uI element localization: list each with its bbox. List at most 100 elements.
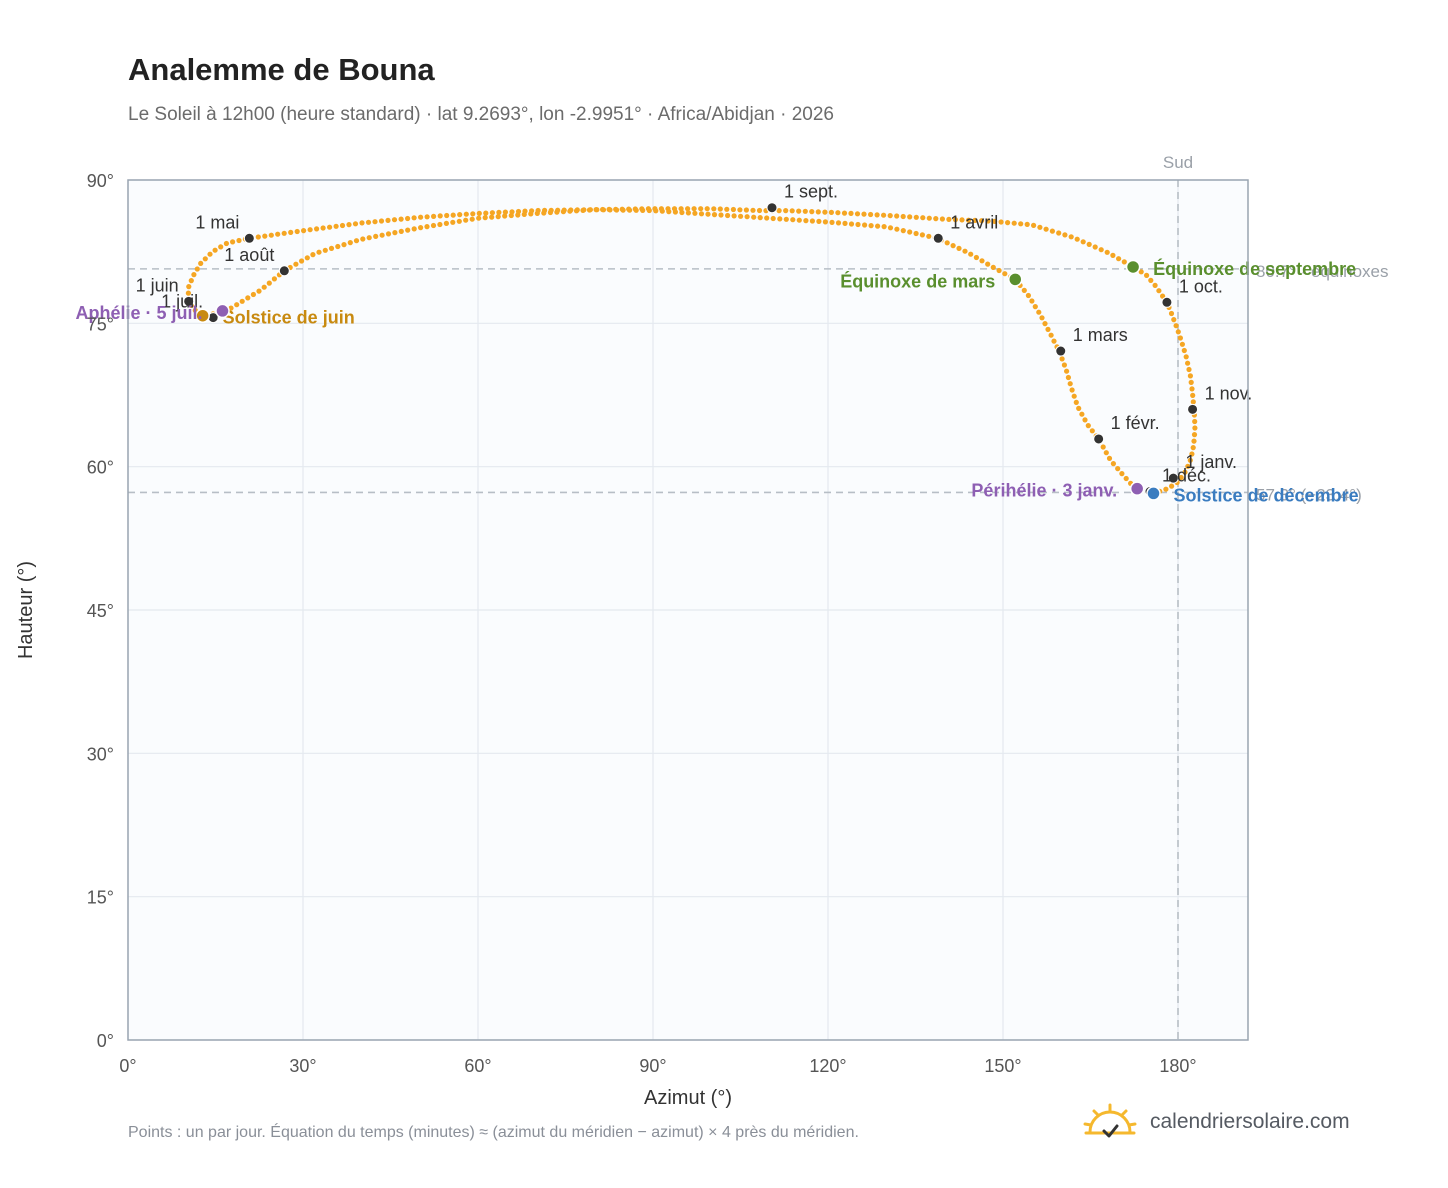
day-point: [228, 305, 234, 311]
month-marker: [1167, 472, 1179, 484]
day-point: [1138, 269, 1144, 275]
day-point: [946, 216, 952, 222]
day-point: [900, 213, 906, 220]
day-point: [1190, 392, 1196, 398]
day-point: [659, 208, 665, 214]
month-label: 1 avril: [950, 212, 998, 232]
event-label: Périhélie · 3 janv.: [971, 481, 1117, 501]
day-point: [1056, 230, 1062, 236]
day-point: [887, 213, 893, 219]
x-tick-label: 60°: [464, 1056, 491, 1076]
day-point: [555, 207, 561, 213]
day-point: [1059, 356, 1065, 362]
month-marker: [1187, 403, 1199, 415]
day-point: [443, 220, 449, 226]
day-point: [391, 217, 398, 223]
day-point: [1190, 445, 1196, 451]
day-point: [1005, 220, 1011, 226]
day-point: [1183, 354, 1189, 360]
month-label: 1 mars: [1073, 325, 1128, 345]
day-point: [239, 298, 245, 304]
day-point: [848, 210, 854, 216]
reference-line-label: 80.7° · équinoxes: [1256, 262, 1389, 281]
sun-check-icon: [1083, 1103, 1137, 1138]
day-point: [1187, 457, 1193, 463]
day-point: [968, 251, 974, 257]
day-point: [346, 222, 352, 228]
day-point: [607, 207, 613, 213]
day-point: [1189, 451, 1195, 457]
month-marker: [1055, 345, 1067, 357]
day-point: [299, 258, 305, 264]
day-point: [495, 214, 501, 220]
x-tick-label: 30°: [289, 1056, 316, 1076]
day-point: [737, 207, 743, 213]
day-point: [328, 245, 335, 251]
month-label: 1 mai: [195, 212, 239, 232]
day-point: [698, 211, 705, 217]
day-point: [223, 240, 229, 247]
y-tick-label: 0°: [97, 1031, 114, 1051]
day-point: [236, 237, 242, 244]
day-point: [783, 208, 789, 214]
day-point: [705, 211, 711, 217]
y-tick-label: 30°: [87, 744, 114, 764]
day-point: [398, 216, 404, 222]
day-point: [614, 207, 620, 213]
day-point: [894, 213, 900, 219]
day-point: [711, 206, 717, 212]
day-point: [398, 228, 404, 234]
day-point: [1048, 332, 1054, 338]
day-point: [881, 212, 887, 218]
day-point: [1189, 386, 1195, 392]
day-point: [1092, 244, 1098, 250]
day-point: [944, 240, 950, 246]
brand-name: calendriersolaire.com: [1150, 1110, 1350, 1133]
day-point: [476, 210, 482, 216]
day-point: [411, 226, 417, 232]
day-point: [1031, 222, 1037, 228]
day-point: [379, 232, 385, 238]
day-point: [1069, 387, 1075, 393]
day-point: [294, 228, 300, 235]
day-point: [985, 218, 991, 224]
day-point: [1148, 277, 1154, 283]
day-point: [1039, 315, 1045, 321]
key-events: Équinoxe de mars Équinoxe de septembre Sol…: [75, 258, 1358, 505]
day-point: [1074, 236, 1080, 242]
month-label: 1 janv.: [1185, 452, 1237, 472]
day-point: [646, 207, 652, 214]
day-point: [366, 235, 372, 241]
day-point: [1115, 466, 1121, 472]
day-point: [1100, 444, 1106, 450]
day-point: [405, 215, 411, 222]
day-point: [875, 223, 881, 229]
day-point: [956, 245, 962, 251]
y-tick-label: 60°: [87, 458, 114, 478]
day-point: [450, 219, 456, 225]
day-point: [542, 207, 548, 213]
day-point: [816, 218, 822, 224]
day-point: [322, 247, 328, 253]
day-point: [1037, 224, 1043, 230]
day-point: [692, 210, 698, 216]
x-tick-label: 180°: [1159, 1056, 1196, 1076]
x-tick-label: 0°: [119, 1056, 136, 1076]
day-point: [835, 220, 842, 226]
day-point: [828, 209, 835, 215]
day-point: [809, 218, 816, 224]
day-point: [926, 233, 932, 239]
chart-subtitle: Le Soleil à 12h00 (heure standard) · lat…: [128, 104, 834, 125]
month-label: 1 févr.: [1111, 413, 1160, 433]
day-point: [1152, 282, 1158, 288]
day-point: [353, 238, 360, 244]
event-label: Équinoxe de septembre: [1153, 258, 1356, 279]
day-point: [1156, 288, 1162, 294]
day-point: [347, 240, 353, 246]
day-point: [202, 256, 208, 262]
day-point: [489, 210, 495, 216]
day-point: [1188, 379, 1194, 385]
day-point: [744, 214, 750, 220]
day-point: [1089, 428, 1095, 434]
day-point: [1192, 425, 1198, 431]
